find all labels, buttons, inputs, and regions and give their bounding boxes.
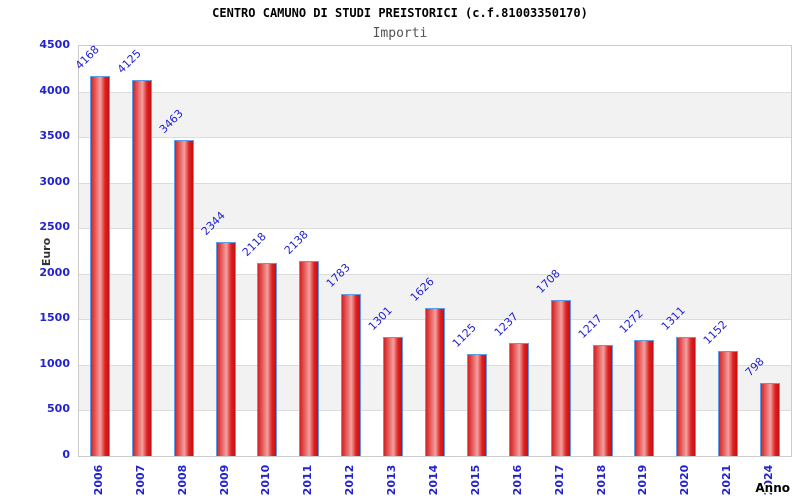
y-tick-label: 500 [47,402,70,416]
y-tick-label: 1500 [39,311,70,325]
y-tick-label: 0 [62,448,70,461]
y-tick-label: 2000 [39,265,70,279]
plot-band [79,46,791,92]
bar-2013 [383,337,404,456]
plot-band [79,91,791,138]
y-tick-label: 3500 [39,129,70,143]
bar-2018 [592,345,613,456]
chart-title: CENTRO CAMUNO DI STUDI PREISTORICI (c.f.… [212,6,588,20]
plot-area: 4168 4125 3463 2344 2118 2138 1783 1301 1626 1125… [73,43,792,457]
bar-2011 [299,261,320,456]
bar-2006 [89,76,110,456]
bar-2017 [550,300,571,456]
x-axis-title: Anno [755,481,790,495]
x-tick-label-2012: 2012 [343,464,357,496]
bar-2015 [466,353,487,456]
bar-2009 [215,242,236,456]
x-tick-label-2018: 2018 [594,464,608,496]
x-tick-label-2021: 2021 [720,464,734,496]
bar-2014 [425,307,445,456]
x-tick-label-2016: 2016 [510,464,524,496]
y-axis-title: Euro [40,237,53,267]
bar-2019 [634,340,655,456]
bar-2010 [257,263,278,456]
x-tick-label-2010: 2010 [259,464,273,496]
x-tick-label-2015: 2015 [468,464,482,496]
chart-subtitle: Importi [372,26,428,41]
bar-2024 [760,383,781,456]
x-tick-label-2019: 2019 [636,464,650,496]
bar-2020 [676,336,697,456]
x-tick-label-2009: 2009 [217,464,231,496]
y-tick-label: 1000 [39,356,70,370]
plot-band [79,182,791,229]
plot-band [79,137,791,183]
y-tick-label: 3000 [39,174,70,188]
bar-2012 [341,293,362,456]
bar-2021 [718,351,739,456]
x-tick-label-2006: 2006 [91,464,105,496]
x-tick-label-2011: 2011 [301,464,315,496]
plot-band [79,228,791,274]
y-tick-label: 4500 [39,38,70,51]
y-tick-label: 4000 [39,83,70,97]
x-tick-label-2017: 2017 [552,464,566,496]
bar-2007 [131,80,152,456]
x-tick-label-2007: 2007 [133,464,147,496]
bar-2008 [173,140,194,456]
x-tick-label-2020: 2020 [678,464,692,496]
x-tick-label-2013: 2013 [385,464,399,496]
x-tick-label-2014: 2014 [427,464,440,496]
x-tick-label-2008: 2008 [175,464,189,496]
bar-2016 [508,343,529,456]
y-tick-label: 2500 [39,220,70,234]
